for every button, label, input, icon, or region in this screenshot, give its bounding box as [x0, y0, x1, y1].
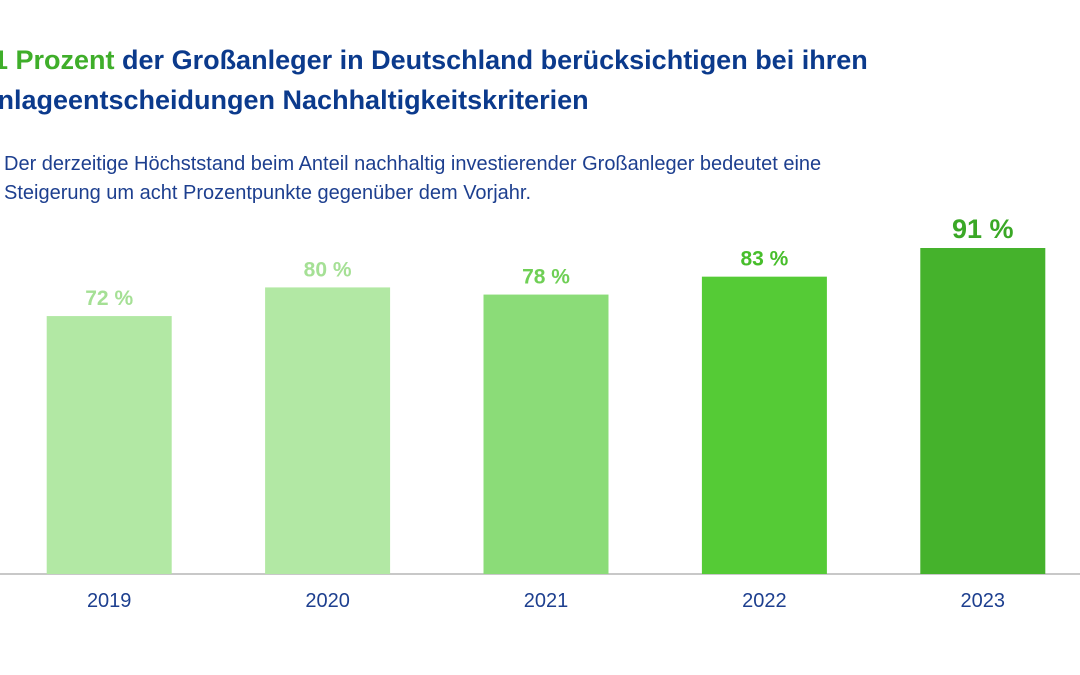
x-tick-label-2022: 2022	[742, 590, 787, 612]
subtitle-line1: Der derzeitige Höchststand beim Anteil n…	[4, 153, 822, 175]
chart-subtitle: Der derzeitige Höchststand beim Anteil n…	[4, 150, 1064, 208]
data-label-2023: 91 %	[952, 214, 1014, 244]
x-tick-label-2019: 2019	[87, 590, 132, 612]
x-tick-label-2021: 2021	[524, 590, 569, 612]
data-label-2022: 83 %	[740, 248, 788, 271]
bar-2019	[46, 316, 172, 574]
bar-2020	[265, 287, 391, 574]
bar-2021	[483, 294, 609, 574]
title-line2: Anlageentscheidungen Nachhaltigkeitskrit…	[0, 85, 589, 115]
x-tick-label-2023: 2023	[961, 590, 1006, 612]
bar-2022	[701, 276, 827, 574]
bar-2023	[920, 248, 1046, 574]
title-line1-rest: der Großanleger in Deutschland berücksic…	[114, 45, 868, 75]
x-tick-label-2020: 2020	[305, 590, 350, 612]
data-label-2021: 78 %	[522, 266, 570, 289]
title-highlight: 91 Prozent	[0, 45, 115, 75]
chart-title: 91 Prozent der Großanleger in Deutschlan…	[0, 40, 1078, 120]
subtitle-line2: Steigerung um acht Prozentpunkte gegenüb…	[4, 182, 532, 204]
data-label-2019: 72 %	[85, 287, 133, 310]
data-label-2020: 80 %	[304, 258, 352, 281]
